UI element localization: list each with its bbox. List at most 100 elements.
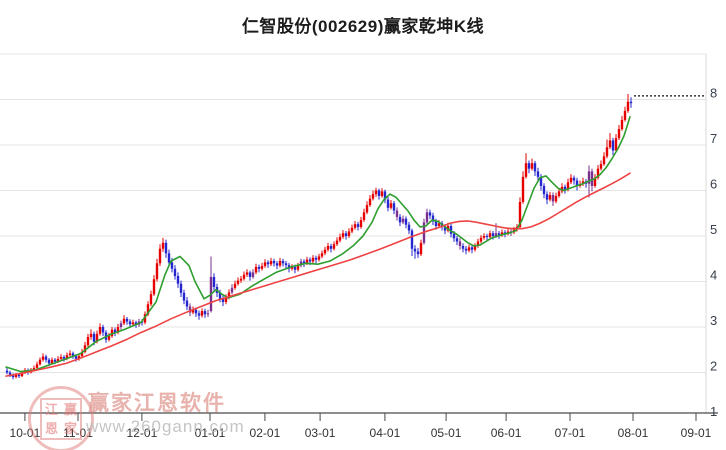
candle-body (245, 272, 249, 275)
candle-body (110, 329, 114, 337)
candle-body (77, 356, 81, 359)
candle-body (428, 212, 432, 216)
y-axis-label: 5 (710, 222, 717, 237)
candle-body (32, 367, 36, 370)
x-axis-label: 05-01 (431, 426, 462, 440)
candle-body (386, 199, 390, 208)
candle-body (107, 336, 111, 340)
candle-body (338, 236, 342, 241)
candle-body (185, 300, 189, 307)
candle-body (212, 276, 216, 287)
x-axis-label: 11-01 (63, 426, 93, 440)
candle-body (35, 364, 39, 368)
x-axis-label: 06-01 (491, 426, 522, 440)
candle-body (608, 140, 612, 148)
candle-body (611, 140, 615, 151)
candle-body (581, 181, 585, 185)
candle-body (221, 298, 225, 302)
candle-body (431, 215, 435, 222)
candle-body (155, 263, 159, 280)
y-axis-label: 8 (710, 86, 717, 101)
candle-body (272, 261, 276, 264)
candle-body (593, 177, 597, 186)
candle-body (479, 237, 483, 242)
candle-body (419, 242, 423, 255)
candle-body (401, 218, 405, 223)
candle-body (572, 177, 576, 181)
candle-body (527, 163, 531, 169)
candle-body (497, 233, 501, 236)
chart-title: 仁智股份(002629)赢家乾坤K线 (241, 17, 485, 36)
candle-body (362, 212, 366, 221)
candle-body (275, 263, 279, 266)
candle-body (485, 236, 489, 237)
candle-body (299, 261, 303, 266)
candle-body (617, 129, 621, 139)
candle-body (482, 236, 486, 238)
candle-body (317, 256, 321, 260)
candle-body (371, 194, 375, 199)
candle-body (473, 246, 477, 250)
y-axis-label: 7 (710, 131, 717, 146)
candle-body (329, 246, 333, 249)
candle-body (143, 314, 147, 323)
candle-body (176, 276, 180, 284)
x-axis-label: 04-01 (370, 426, 401, 440)
candle-body (461, 246, 465, 249)
candle-body (398, 216, 402, 223)
candle-body (425, 212, 429, 223)
candle-body (539, 176, 543, 186)
candle-body (443, 226, 447, 231)
candle-body (281, 261, 285, 264)
candle-body (86, 337, 90, 346)
ma-line-fast (5, 115, 631, 373)
candle-body (311, 257, 315, 262)
candle-body (629, 101, 633, 104)
candle-body (248, 272, 252, 277)
candle-body (587, 171, 591, 184)
candle-body (263, 262, 267, 267)
candle-body (365, 205, 369, 213)
candle-body (494, 233, 498, 236)
candle-body (125, 318, 129, 322)
candle-body (476, 241, 480, 247)
candle-body (47, 359, 51, 364)
candle-body (407, 224, 411, 231)
candle-body (557, 191, 561, 196)
candle-body (308, 259, 312, 262)
candle-body (182, 292, 186, 301)
candle-body (278, 261, 282, 266)
y-axis-label: 3 (710, 313, 717, 328)
candle-body (164, 242, 168, 254)
candle-body (38, 359, 42, 365)
candle-body (434, 221, 438, 226)
candle-body (410, 230, 414, 249)
candle-body (269, 261, 273, 265)
candle-body (383, 191, 387, 200)
candle-body (623, 110, 627, 120)
candle-body (59, 357, 63, 359)
ma-line-slow (5, 172, 631, 377)
candle-body (131, 322, 135, 325)
candle-body (488, 233, 492, 237)
candle-body (218, 292, 222, 299)
candle-body (239, 278, 243, 281)
candle-body (503, 232, 507, 234)
y-axis-label: 1 (710, 404, 717, 419)
candle-body (17, 374, 21, 377)
candle-body (335, 240, 339, 245)
candle-body (452, 233, 456, 239)
candle-body (194, 309, 198, 314)
candle-body (563, 186, 567, 190)
candle-body (302, 261, 306, 264)
candle-body (170, 262, 174, 269)
candle-body (98, 327, 102, 334)
candle-body (326, 246, 330, 250)
candle-body (455, 238, 459, 242)
candle-body (395, 210, 399, 217)
candle-body (341, 233, 345, 237)
candle-body (389, 203, 393, 208)
y-axis-label: 4 (710, 268, 717, 283)
candle-body (380, 191, 384, 196)
